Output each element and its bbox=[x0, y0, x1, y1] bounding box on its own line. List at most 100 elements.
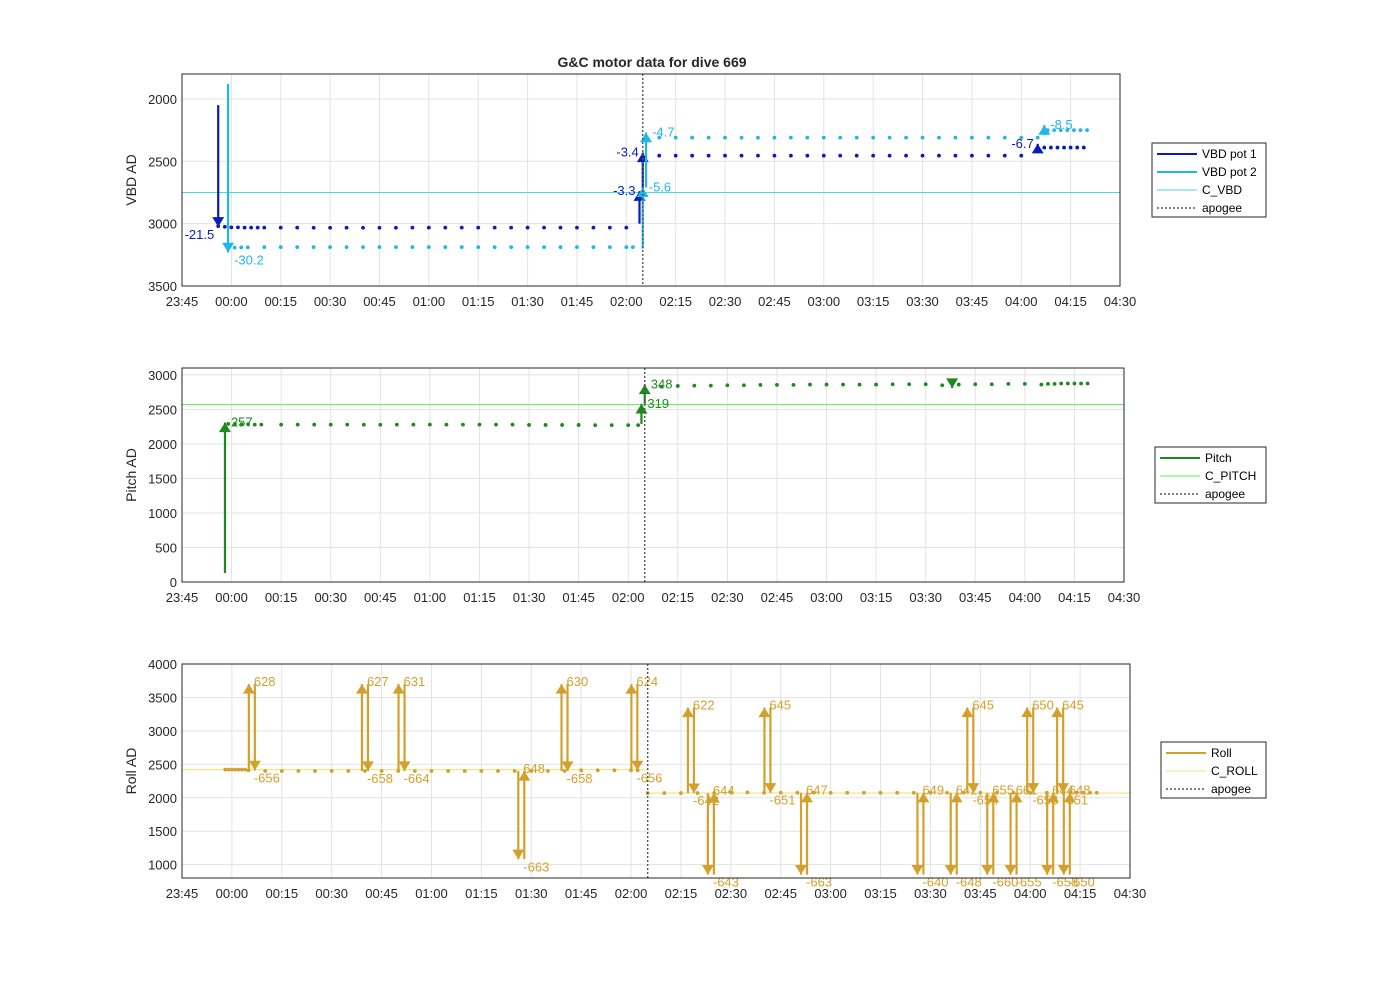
data-point bbox=[262, 245, 267, 249]
data-point bbox=[871, 135, 876, 140]
data-point bbox=[673, 135, 678, 140]
data-point bbox=[937, 153, 941, 158]
data-point bbox=[476, 245, 481, 249]
data-point bbox=[706, 135, 711, 140]
data-point bbox=[1085, 128, 1089, 133]
roll-axes: 23:45 00:00 00:15 00:30 00:45 01:00 01:15 01:30… bbox=[123, 657, 1146, 901]
roll-bottom-label: -640 bbox=[922, 875, 948, 890]
data-point bbox=[1088, 790, 1092, 795]
data-point bbox=[953, 153, 958, 158]
arrow-head bbox=[801, 792, 814, 803]
data-point bbox=[838, 135, 843, 140]
arrow-head bbox=[625, 684, 638, 694]
x-tick-label: 02:30 bbox=[709, 294, 742, 309]
data-point bbox=[874, 382, 879, 387]
data-point bbox=[259, 422, 264, 427]
data-point bbox=[394, 245, 398, 249]
data-point bbox=[788, 135, 793, 140]
data-point bbox=[723, 135, 727, 140]
x-tick-label: 01:45 bbox=[565, 886, 598, 901]
data-point bbox=[311, 245, 316, 249]
data-point bbox=[545, 769, 550, 773]
data-point bbox=[329, 769, 334, 773]
data-point bbox=[690, 135, 695, 140]
data-point bbox=[973, 382, 978, 387]
arrow-head bbox=[355, 684, 368, 694]
data-point bbox=[675, 384, 680, 388]
arrow-label: -4.7 bbox=[652, 125, 674, 140]
data-point bbox=[1002, 135, 1007, 140]
arrow-head bbox=[1010, 792, 1023, 803]
data-point bbox=[956, 382, 961, 387]
data-point bbox=[459, 245, 464, 249]
data-point bbox=[805, 135, 810, 140]
legend-label: VBD pot 2 bbox=[1202, 165, 1257, 179]
x-tick-label: 03:00 bbox=[814, 886, 847, 901]
x-tick-label: 01:15 bbox=[462, 294, 495, 309]
data-point bbox=[679, 791, 683, 795]
roll-top-label: 627 bbox=[367, 674, 389, 689]
legend-label: C_ROLL bbox=[1211, 764, 1258, 778]
data-point bbox=[739, 153, 744, 158]
data-point bbox=[657, 153, 662, 158]
data-point bbox=[255, 225, 260, 230]
data-point bbox=[612, 768, 617, 773]
legend-label: apogee bbox=[1205, 487, 1245, 501]
legend-label: apogee bbox=[1211, 782, 1251, 796]
data-point bbox=[361, 422, 366, 427]
data-point bbox=[854, 153, 859, 158]
arrow-label: -6.7 bbox=[1011, 136, 1033, 151]
roll-top-label: 645 bbox=[769, 697, 791, 712]
data-point bbox=[1019, 135, 1024, 140]
x-tick-label: 02:45 bbox=[761, 590, 794, 605]
data-point bbox=[772, 135, 777, 140]
y-tick-label: 2500 bbox=[148, 757, 177, 772]
data-point bbox=[989, 382, 994, 387]
data-point bbox=[1048, 145, 1053, 150]
data-point bbox=[249, 225, 254, 230]
legend-label: VBD pot 1 bbox=[1202, 147, 1257, 161]
roll-top-label: 631 bbox=[404, 674, 426, 689]
data-point bbox=[723, 153, 727, 158]
data-point bbox=[363, 769, 367, 773]
data-point bbox=[904, 153, 908, 158]
data-point bbox=[246, 422, 251, 427]
roll-bottom-label: -664 bbox=[404, 771, 430, 786]
plot-area bbox=[182, 664, 1130, 878]
data-point bbox=[871, 153, 876, 158]
arrow-label: 348 bbox=[651, 377, 673, 392]
arrow-head bbox=[636, 187, 649, 198]
data-point bbox=[512, 769, 517, 773]
data-point bbox=[243, 767, 248, 772]
data-point bbox=[296, 769, 301, 773]
data-point bbox=[1075, 145, 1080, 150]
data-point bbox=[857, 382, 862, 387]
x-tick-label: 00:00 bbox=[216, 886, 249, 901]
data-point bbox=[1068, 145, 1073, 150]
data-point bbox=[313, 769, 317, 773]
data-point bbox=[459, 225, 464, 230]
data-point bbox=[525, 245, 530, 249]
data-point bbox=[1058, 128, 1063, 133]
data-point bbox=[527, 423, 531, 427]
data-point bbox=[509, 245, 514, 249]
x-tick-label: 00:00 bbox=[215, 590, 248, 605]
data-point bbox=[772, 153, 777, 158]
x-tick-label: 00:45 bbox=[365, 886, 398, 901]
data-point bbox=[1002, 153, 1007, 158]
y-tick-label: 2000 bbox=[148, 437, 177, 452]
x-tick-label: 00:30 bbox=[314, 294, 347, 309]
arrow-head bbox=[1031, 143, 1044, 154]
data-point bbox=[1035, 135, 1040, 140]
arrow-head bbox=[1027, 783, 1040, 793]
data-point bbox=[593, 423, 598, 428]
roll-top-label: 648 bbox=[1069, 783, 1091, 798]
arrow-head bbox=[1004, 865, 1017, 875]
y-tick-label: 500 bbox=[155, 540, 177, 555]
arrow-head bbox=[635, 403, 648, 414]
x-tick-label: 03:30 bbox=[906, 294, 939, 309]
plot-area bbox=[182, 74, 1120, 286]
data-point bbox=[690, 153, 695, 158]
